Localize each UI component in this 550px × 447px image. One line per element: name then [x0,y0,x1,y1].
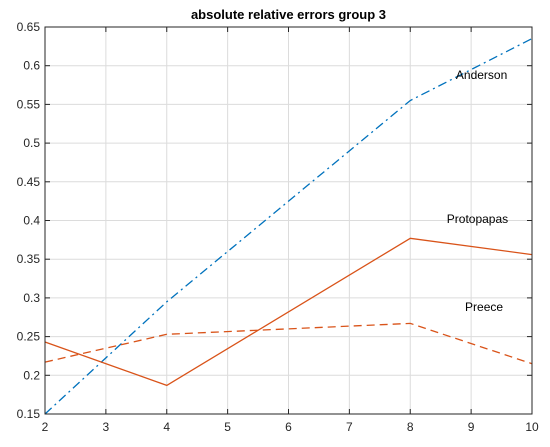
y-tick-label: 0.55 [17,97,41,111]
y-tick-label: 0.2 [23,368,40,382]
chart-title: absolute relative errors group 3 [191,7,386,22]
plot-frame [44,26,533,415]
series-line-anderson [44,38,533,415]
y-tick-label: 0.5 [23,136,40,150]
grid [44,26,533,415]
y-tick-label: 0.3 [23,291,40,305]
x-tick-label: 6 [285,420,292,434]
y-tick-label: 0.6 [23,59,40,73]
y-tick-label: 0.4 [23,214,40,228]
x-tick-label: 2 [42,420,49,434]
series-label-protopapas: Protopapas [447,212,508,226]
x-tick-label: 4 [163,420,170,434]
x-tick-label: 8 [407,420,414,434]
y-axis-ticks: 0.15 0.2 0.25 0.3 0.35 0.4 0.45 0.5 0.55 0.6 0.65 [17,20,532,421]
x-tick-label: 7 [346,420,353,434]
y-tick-label: 0.15 [17,407,41,421]
x-axis-ticks: 2 3 4 5 6 7 8 9 10 [42,27,539,434]
y-tick-label: 0.35 [17,252,41,266]
x-tick-label: 3 [103,420,110,434]
y-tick-label: 0.25 [17,330,41,344]
series-annotations: Anderson Protopapas Preece [447,68,508,314]
series-line-preece [44,322,533,365]
y-tick-label: 0.45 [17,175,41,189]
series-label-preece: Preece [465,300,503,314]
x-tick-label: 5 [224,420,231,434]
series-lines [44,38,533,415]
x-tick-label: 10 [525,420,539,434]
series-line-protopapas [44,237,533,387]
x-tick-label: 9 [468,420,475,434]
y-tick-label: 0.65 [17,20,41,34]
series-label-anderson: Anderson [456,68,507,82]
